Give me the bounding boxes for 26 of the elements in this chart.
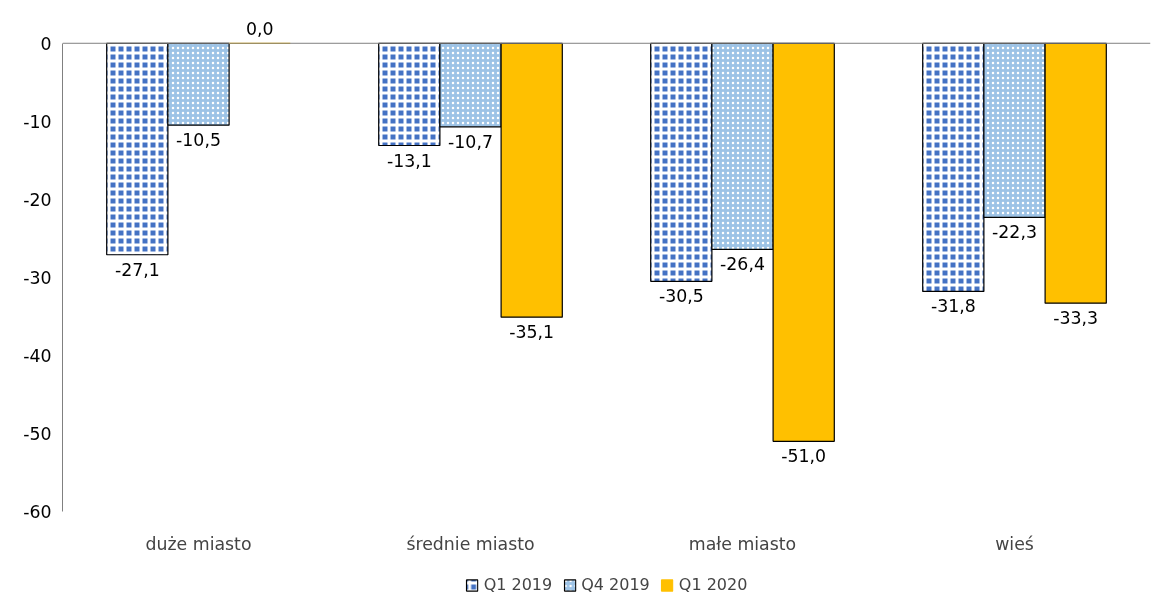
data-label: -27,1: [114, 259, 160, 280]
y-tick-label: -40: [23, 345, 52, 366]
y-tick-label: -50: [23, 423, 52, 444]
data-label: -22,3: [992, 222, 1037, 243]
data-label: -30,5: [658, 286, 704, 307]
data-label: -33,3: [1053, 308, 1099, 329]
y-tick-label: -60: [23, 502, 52, 523]
data-label: 0,0: [245, 19, 274, 40]
x-tick-label: duże miasto: [145, 533, 252, 554]
x-tick-label: małe miasto: [688, 533, 797, 554]
y-tick-label: 0: [40, 33, 52, 54]
legend-label: Q1 2019: [483, 575, 553, 594]
x-tick-label: wieś: [995, 533, 1034, 554]
data-label: -35,1: [509, 322, 555, 343]
y-tick-label: -20: [23, 189, 52, 210]
data-label: -26,4: [720, 254, 765, 275]
y-tick-label: -30: [23, 267, 52, 288]
data-label: -10,5: [176, 130, 221, 151]
legend-label: Q1 2020: [678, 575, 748, 594]
legend-label: Q4 2019: [581, 575, 650, 594]
data-label: -31,8: [930, 296, 976, 317]
data-label: -13,1: [386, 150, 432, 171]
data-label: -51,0: [781, 446, 827, 467]
y-tick-label: -10: [23, 111, 52, 132]
data-label: -10,7: [448, 131, 493, 152]
x-tick-label: średnie miasto: [406, 533, 535, 554]
